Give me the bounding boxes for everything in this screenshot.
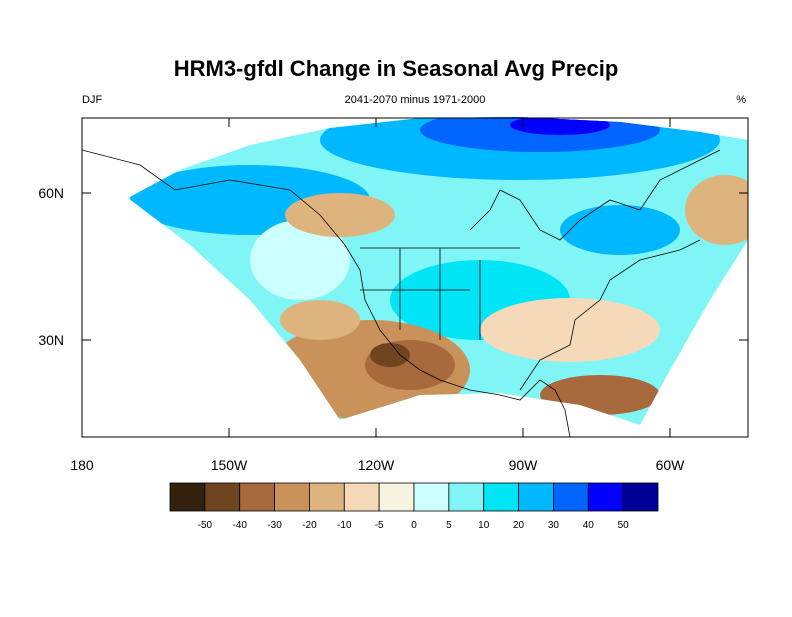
colorbar-box [553,482,589,512]
colorbar-box [622,482,659,512]
lon-label: 60W [656,457,686,473]
season-label: DJF [82,94,102,106]
colorbar-box [587,482,624,512]
precip-field [128,117,748,425]
colorbar-label: 10 [478,520,490,531]
colorbar-label: -20 [302,520,317,531]
colorbar-label: 40 [583,520,595,531]
colorbar-label: 5 [446,520,452,531]
colorbar-box [518,482,554,512]
colorbar-label: -30 [267,520,282,531]
colorbar-label: -50 [198,520,213,531]
title: HRM3-gfdl Change in Seasonal Avg Precip [174,56,619,81]
colorbar-box [274,482,310,512]
lon-label: 120W [358,457,395,473]
colorbar-box [483,482,519,512]
lon-label: 180 [70,457,94,473]
unit-label: % [736,94,746,106]
colorbar-label: -10 [337,520,352,531]
colorbar-label: -5 [375,520,384,531]
lat-label: 60N [38,185,64,201]
colorbar-label: 30 [548,520,560,531]
period-label: 2041-2070 minus 1971-2000 [345,94,486,106]
lon-label: 150W [211,457,248,473]
colorbar-box [448,482,485,512]
colorbar-box [204,482,241,512]
lat-label: 30N [38,332,64,348]
colorbar-label: 20 [513,520,525,531]
colorbar-label: 50 [618,520,630,531]
colorbar-label: -40 [232,520,247,531]
colorbar-box [378,482,415,512]
lon-label: 90W [509,457,539,473]
colorbar-box [169,482,206,512]
map-frame [81,117,749,438]
colorbar-box [309,482,345,512]
colorbar-box [239,482,275,512]
colorbar-box [413,482,450,512]
colorbar-label: 0 [411,520,417,531]
coastlines [81,149,721,438]
colorbar-box [343,482,380,512]
